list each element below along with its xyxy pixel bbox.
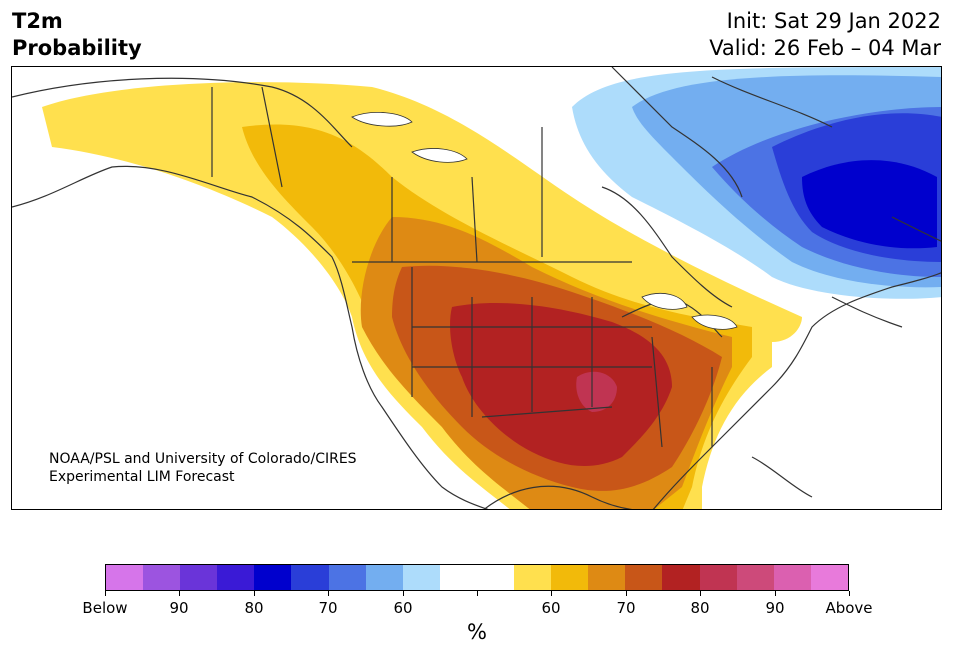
colorbar <box>105 564 849 591</box>
colorbar-tick-mark <box>551 591 552 596</box>
colorbar-segment <box>625 565 663 590</box>
colorbar-tick-label: 60 <box>541 599 561 617</box>
init-date: Init: Sat 29 Jan 2022 <box>726 9 941 33</box>
colorbar-segment <box>699 565 737 590</box>
colorbar-tick-mark <box>477 591 478 596</box>
above-80-region <box>450 302 672 467</box>
valid-dates: Valid: 26 Feb – 04 Mar <box>709 36 941 60</box>
colorbar-tick-mark <box>775 591 776 596</box>
colorbar-segment <box>254 565 292 590</box>
colorbar-tick-label: 70 <box>318 599 338 617</box>
title-variable: T2m <box>12 9 63 33</box>
colorbar-segment <box>217 565 255 590</box>
colorbar-tick-mark <box>179 591 180 596</box>
colorbar-tick-label: 90 <box>169 599 189 617</box>
colorbar-segment <box>662 565 700 590</box>
colorbar-segment <box>143 565 181 590</box>
forecast-map <box>11 66 942 510</box>
colorbar-segment <box>476 565 515 590</box>
colorbar-segment <box>106 565 144 590</box>
colorbar-segment <box>588 565 626 590</box>
lakes <box>351 112 738 330</box>
colorbar-tick-label: Below <box>82 599 128 617</box>
credit-line-2: Experimental LIM Forecast <box>49 469 235 485</box>
colorbar-segment <box>736 565 774 590</box>
colorbar-segment <box>365 565 403 590</box>
colorbar-tick-mark <box>328 591 329 596</box>
colorbar-tick-label: 80 <box>244 599 264 617</box>
colorbar-unit: % <box>467 620 487 644</box>
colorbar-segment <box>810 565 848 590</box>
colorbar-tick-mark <box>700 591 701 596</box>
colorbar-segment <box>328 565 366 590</box>
colorbar-segment <box>180 565 218 590</box>
colorbar-tick-mark <box>105 591 106 596</box>
colorbar-tick-mark <box>626 591 627 596</box>
colorbar-tick-label: 60 <box>393 599 413 617</box>
colorbar-tick-label: Above <box>825 599 873 617</box>
colorbar-segment <box>514 565 552 590</box>
colorbar-segment <box>402 565 440 590</box>
below-90-region <box>802 160 937 249</box>
colorbar-segment <box>551 565 589 590</box>
credit-line-1: NOAA/PSL and University of Colorado/CIRE… <box>49 451 357 467</box>
credit-text: NOAA/PSL and University of Colorado/CIRE… <box>49 450 357 486</box>
colorbar-segment <box>439 565 477 590</box>
colorbar-tick-label: 90 <box>765 599 785 617</box>
above-85-region <box>576 371 617 412</box>
colorbar-tick-label: 80 <box>690 599 710 617</box>
map-title: T2m Probability <box>12 8 142 62</box>
colorbar-tick-mark <box>254 591 255 596</box>
title-product: Probability <box>12 36 142 60</box>
map-dates: Init: Sat 29 Jan 2022 Valid: 26 Feb – 04… <box>709 8 941 62</box>
colorbar-tick-mark <box>403 591 404 596</box>
colorbar-tick-label: 70 <box>616 599 636 617</box>
colorbar-tick-mark <box>849 591 850 596</box>
colorbar-segment <box>291 565 329 590</box>
map-canvas <box>12 67 941 509</box>
colorbar-segment <box>773 565 811 590</box>
